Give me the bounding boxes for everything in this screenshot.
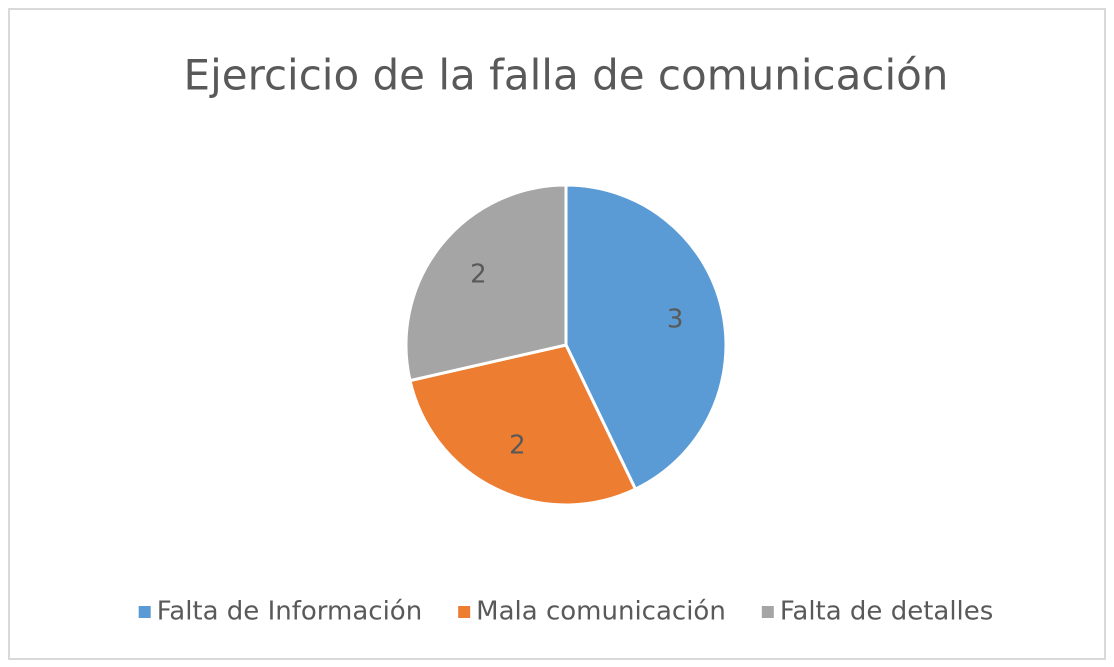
legend-label: Mala comunicación — [476, 597, 726, 627]
pie-slice — [408, 343, 638, 507]
legend-label: Falta de Información — [157, 597, 422, 627]
data-label: 2 — [470, 260, 487, 290]
legend-marker — [761, 606, 774, 618]
data-label: 2 — [509, 430, 526, 460]
legend-marker — [458, 606, 471, 618]
legend-marker — [138, 606, 151, 618]
legend-label: Falta de detalles — [780, 597, 994, 627]
chart-title: Ejercicio de la falla de comunicación — [184, 51, 949, 100]
pie-slice — [404, 183, 568, 383]
pie-slice — [564, 183, 728, 492]
data-label: 3 — [667, 305, 684, 335]
